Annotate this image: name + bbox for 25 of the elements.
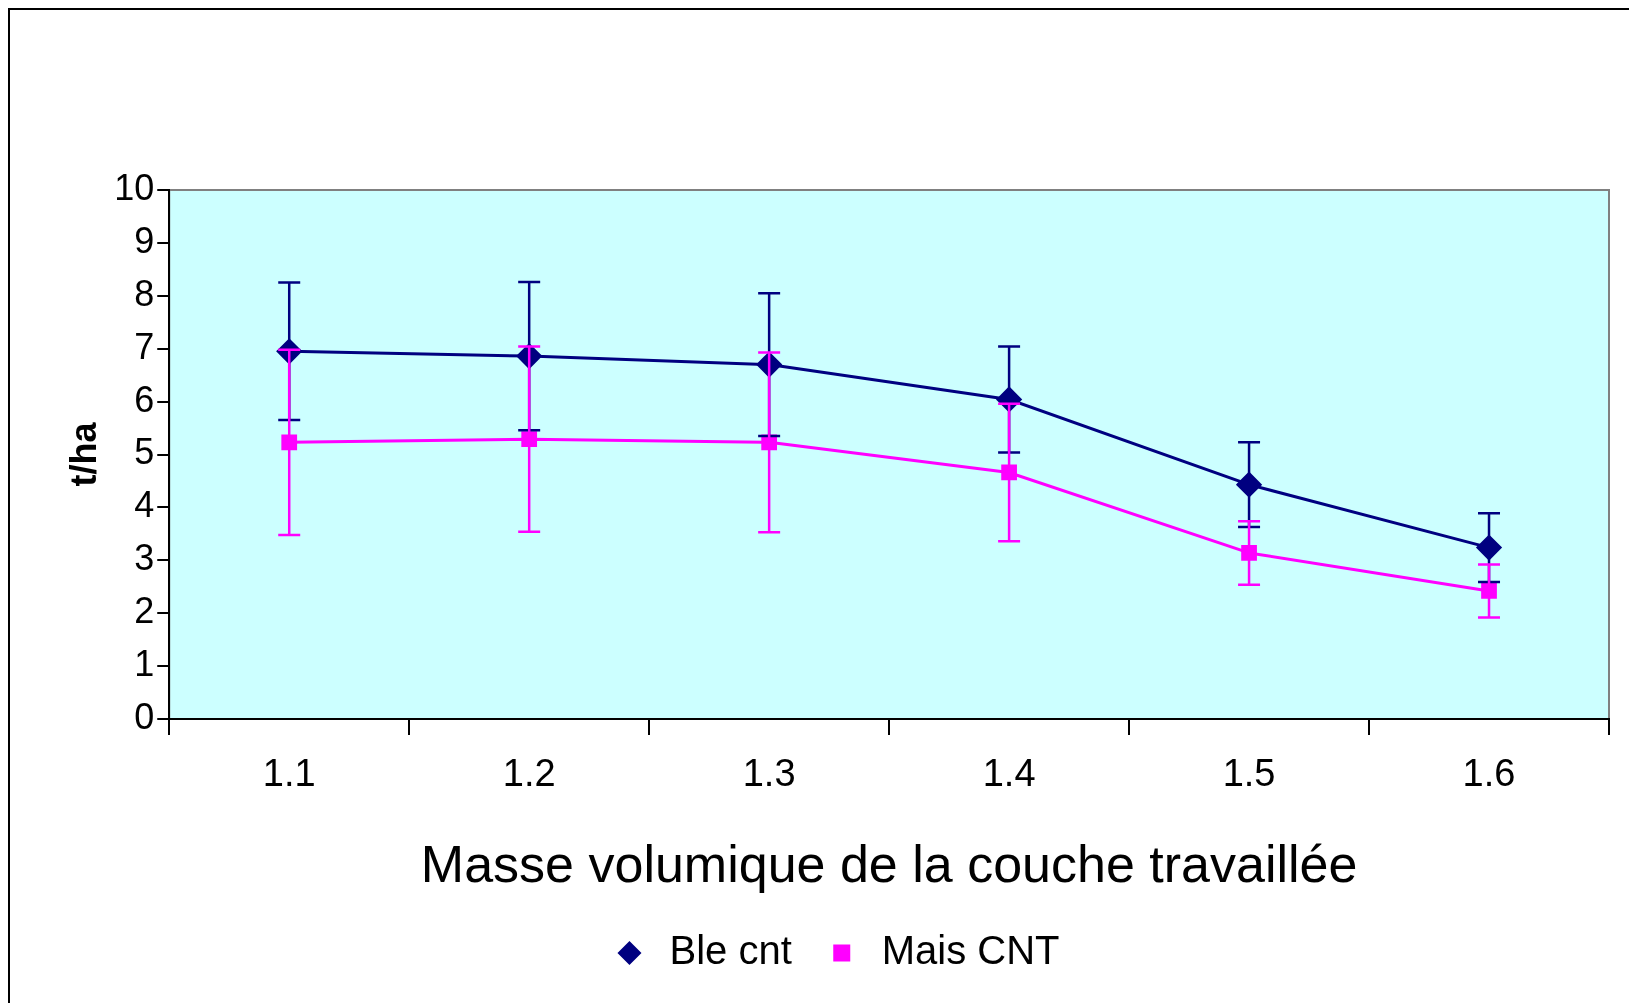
y-tick-label: 7 <box>134 325 155 367</box>
point <box>281 434 298 451</box>
y-axis-title: t/ha <box>62 421 104 487</box>
y-tick-label: 6 <box>134 378 155 420</box>
x-tick-label: 1.3 <box>742 752 796 795</box>
legend-label: Ble cnt <box>669 928 792 973</box>
x-tick-label: 1.6 <box>1462 752 1516 795</box>
point <box>521 431 538 448</box>
x-tick-label: 1.4 <box>982 752 1036 795</box>
x-tick-label: 1.5 <box>1222 752 1276 795</box>
y-tick-label: 0 <box>134 695 155 737</box>
y-tick-label: 3 <box>134 537 155 579</box>
x-tick-label: 1.1 <box>262 752 316 795</box>
legend-label: Mais CNT <box>881 928 1060 973</box>
point <box>1481 583 1497 599</box>
y-tick-label: 10 <box>114 166 155 208</box>
y-tick-label: 4 <box>134 484 155 526</box>
point <box>1241 545 1257 561</box>
x-tick-label: 1.2 <box>502 752 556 795</box>
y-tick-label: 2 <box>134 590 155 632</box>
y-tick-label: 8 <box>134 272 155 314</box>
y-tick-label: 9 <box>134 219 155 261</box>
y-tick-label: 5 <box>134 431 155 473</box>
x-axis-title: Masse volumique de la couche travaillée <box>420 835 1358 894</box>
y-tick-label: 1 <box>134 643 155 685</box>
